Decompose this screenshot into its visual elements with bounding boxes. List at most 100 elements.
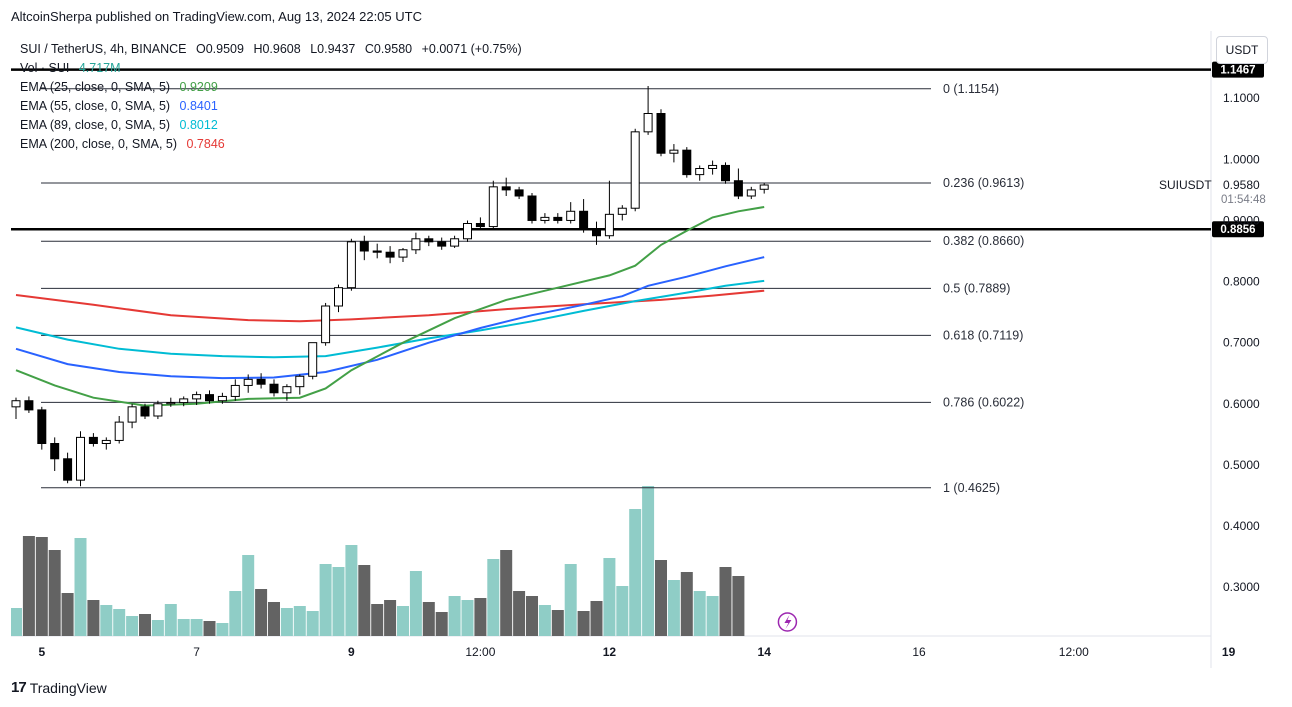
price-chart[interactable]: 0 (1.1154) 0.236 (0.9613) 0.382 (0.8660) 0.…: [11, 31, 1281, 668]
volume-bar: [151, 620, 164, 636]
fib-level-label: 0.236 (0.9613): [943, 176, 1024, 190]
ema89-row[interactable]: EMA (89, close, 0, SMA, 5) 0.8012: [20, 116, 522, 135]
candle-body: [630, 131, 640, 209]
candle-body: [205, 394, 214, 402]
footer-brand[interactable]: 17 TradingView: [11, 679, 107, 696]
ema25-label: EMA (25, close, 0, SMA, 5): [20, 80, 171, 94]
price-axis-tick: 0.3000: [1223, 580, 1260, 594]
volume-bar: [126, 616, 139, 636]
volume-bar: [358, 565, 371, 636]
volume-bar: [513, 591, 526, 636]
volume-bar: [526, 596, 538, 636]
volume-bar: [319, 564, 332, 636]
candle-body: [604, 213, 614, 237]
candle-body: [37, 409, 47, 444]
volume-bar: [538, 605, 551, 636]
candle-body: [398, 249, 408, 258]
time-axis-tick: 12:00: [465, 645, 495, 659]
ema25-row[interactable]: EMA (25, close, 0, SMA, 5) 0.9209: [20, 78, 522, 97]
volume-bar: [177, 619, 190, 636]
candle-body: [269, 383, 279, 394]
volume-bar: [719, 567, 732, 636]
candle-body: [695, 168, 705, 176]
ema200-value: 0.7846: [186, 137, 225, 151]
chart-panel[interactable]: 0 (1.1154) 0.236 (0.9613) 0.382 (0.8660) 0.…: [11, 31, 1281, 668]
fib-level-label: 1 (0.4625): [943, 481, 1000, 495]
candle-body: [682, 149, 692, 176]
price-axis-tick: 1.1000: [1223, 91, 1260, 105]
volume-label: Vol · SUI: [20, 61, 70, 75]
candle-body: [553, 216, 563, 221]
ema55-value: 0.8401: [179, 99, 218, 113]
candle-body: [656, 113, 666, 154]
volume-bar: [255, 589, 268, 636]
volume-bar: [435, 612, 448, 636]
volume-bar: [706, 596, 719, 636]
fib-level-label: 0 (1.1154): [943, 82, 999, 96]
time-axis-tick: 7: [193, 645, 200, 659]
volume-row[interactable]: Vol · SUI 4.717M: [20, 59, 522, 78]
candle-body: [540, 216, 550, 221]
candle-body: [488, 186, 498, 228]
volume-bar: [87, 600, 100, 636]
candle-body: [127, 406, 137, 423]
volume-bar: [48, 550, 61, 636]
ema55-label: EMA (55, close, 0, SMA, 5): [20, 99, 171, 113]
volume-bar: [551, 610, 564, 636]
volume-bar: [242, 555, 255, 636]
volume-bar: [397, 606, 409, 636]
candle-body: [746, 189, 756, 197]
candle-body: [308, 342, 318, 377]
candle-body: [669, 149, 679, 154]
volume-bar: [642, 486, 655, 636]
volume-bar: [487, 559, 500, 636]
symbol-info: SUI / TetherUS, 4h, BINANCE: [20, 42, 187, 56]
fib-level-label: 0.5 (0.7889): [943, 281, 1010, 295]
volume-bar: [616, 586, 629, 636]
candle-body: [733, 180, 743, 197]
volume-bar: [732, 576, 745, 636]
candle-body: [63, 458, 73, 481]
ema55-line: [15, 256, 765, 380]
candle-body: [424, 238, 434, 243]
ema200-label: EMA (200, close, 0, SMA, 5): [20, 137, 178, 151]
volume-bar: [164, 604, 177, 636]
ohlc-low: L0.9437: [310, 42, 356, 56]
volume-bar: [448, 596, 461, 636]
ema200-row[interactable]: EMA (200, close, 0, SMA, 5) 0.7846: [20, 135, 522, 154]
level-price-tag: [1212, 61, 1264, 78]
volume-bar: [371, 604, 384, 636]
ohlc-close: C0.9580: [364, 42, 413, 56]
level-price-tag: [1212, 221, 1264, 238]
volume-bar: [190, 619, 203, 636]
symbol-row[interactable]: SUI / TetherUS, 4h, BINANCE O0.9509 H0.9…: [20, 40, 522, 59]
volume-bar: [500, 550, 513, 636]
volume-bar: [306, 611, 319, 636]
ema55-row[interactable]: EMA (55, close, 0, SMA, 5) 0.8401: [20, 97, 522, 116]
candle-body: [527, 195, 537, 221]
candle-body: [24, 400, 34, 411]
candle-body: [759, 184, 769, 190]
candle-body: [192, 394, 202, 400]
volume-bar: [590, 601, 603, 636]
volume-bar: [577, 611, 590, 636]
volume-bar: [280, 608, 293, 636]
candle-body: [50, 443, 60, 460]
flash-alert-icon: [777, 612, 798, 632]
volume-bar: [422, 602, 435, 636]
candle-body: [592, 229, 601, 237]
fib-level-label: 0.786 (0.6022): [943, 395, 1024, 409]
ohlc-change: +0.0071 (+0.75%): [421, 42, 522, 56]
candle-body: [76, 436, 85, 481]
volume-bar: [680, 572, 693, 636]
candle-body: [411, 238, 421, 251]
candle-body: [114, 421, 124, 441]
currency-button[interactable]: USDT: [1216, 36, 1268, 64]
time-axis-tick: 12:00: [1059, 645, 1089, 659]
level-price-label: 1.1467: [1220, 65, 1255, 77]
ema89-label: EMA (89, close, 0, SMA, 5): [20, 118, 171, 132]
ema200-line: [15, 289, 765, 323]
brand-name: TradingView: [29, 679, 107, 696]
ohlc-high: H0.9608: [253, 42, 301, 56]
flash-alert-bolt: [784, 615, 792, 629]
